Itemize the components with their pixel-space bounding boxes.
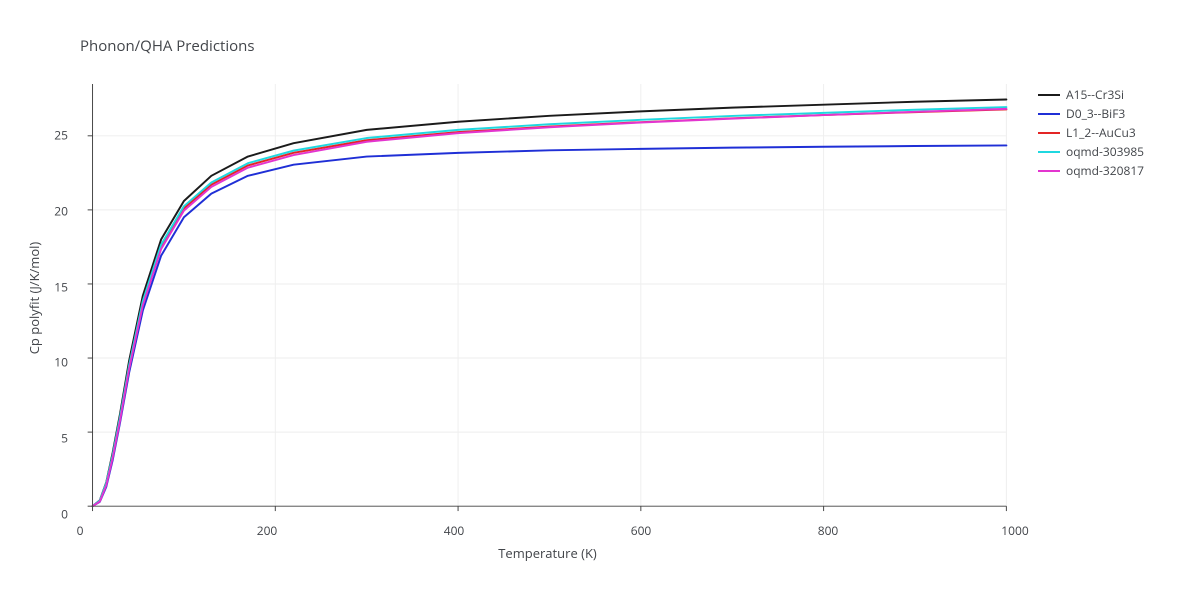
y-tick-label: 0 <box>61 506 68 523</box>
y-tick-label: 10 <box>54 354 68 371</box>
x-tick-label: 1000 <box>1001 522 1028 539</box>
series-lines <box>93 100 1007 507</box>
legend-item[interactable]: oqmd-303985 <box>1038 143 1144 160</box>
series-line[interactable] <box>93 100 1007 507</box>
y-tick-label: 25 <box>54 127 68 144</box>
legend-item[interactable]: D0_3--BiF3 <box>1038 105 1125 122</box>
x-tick-label: 400 <box>444 522 465 539</box>
chart-plot-area <box>80 82 1015 514</box>
x-tick-label: 800 <box>818 522 839 539</box>
legend-label: A15--Cr3Si <box>1066 86 1124 103</box>
axis-lines <box>88 84 1007 511</box>
legend-swatch <box>1038 151 1060 153</box>
legend-item[interactable]: L1_2--AuCu3 <box>1038 124 1136 141</box>
y-tick-label: 20 <box>54 202 68 219</box>
legend-label: oqmd-320817 <box>1066 162 1144 179</box>
y-tick-label: 15 <box>54 278 68 295</box>
legend-swatch <box>1038 170 1060 172</box>
x-tick-label: 600 <box>631 522 652 539</box>
legend-item[interactable]: A15--Cr3Si <box>1038 86 1124 103</box>
x-axis-label: Temperature (K) <box>498 544 597 562</box>
chart-title: Phonon/QHA Predictions <box>80 36 255 56</box>
legend-swatch <box>1038 94 1060 96</box>
y-axis-label: Cp polyfit (J/K/mol) <box>25 242 43 355</box>
x-tick-label: 200 <box>257 522 278 539</box>
legend-label: D0_3--BiF3 <box>1066 105 1125 122</box>
series-line[interactable] <box>93 109 1007 506</box>
legend-label: oqmd-303985 <box>1066 143 1144 160</box>
legend-item[interactable]: oqmd-320817 <box>1038 162 1144 179</box>
legend-swatch <box>1038 132 1060 134</box>
legend-swatch <box>1038 113 1060 115</box>
series-line[interactable] <box>93 109 1007 506</box>
x-tick-label: 0 <box>77 522 84 539</box>
series-line[interactable] <box>93 145 1007 506</box>
y-tick-label: 5 <box>61 430 68 447</box>
legend-label: L1_2--AuCu3 <box>1066 124 1136 141</box>
